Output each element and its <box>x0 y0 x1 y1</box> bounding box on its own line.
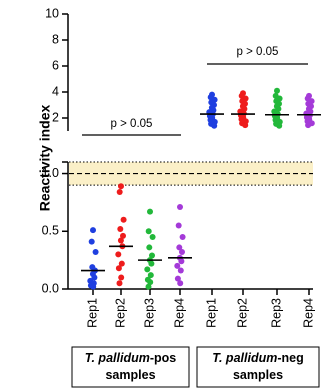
lower-tick-label: 0.0 <box>42 281 59 295</box>
lower-tick-label: 1.0 <box>42 166 59 180</box>
data-point <box>92 249 99 256</box>
data-point <box>115 251 122 258</box>
data-point <box>174 275 181 282</box>
group-label-line2: samples <box>105 368 155 382</box>
significance-label: p > 0.05 <box>111 118 153 130</box>
group-label-line2: samples <box>233 368 283 382</box>
data-point <box>242 122 249 129</box>
lower-y-axis: 0.0 0.5 1.0 <box>42 161 69 295</box>
data-point <box>146 244 153 251</box>
data-point <box>177 280 184 287</box>
data-point <box>148 260 155 267</box>
median-lines <box>81 113 321 272</box>
data-point <box>115 265 122 272</box>
data-point <box>145 283 152 290</box>
data-point <box>177 204 183 211</box>
x-tick-label: Rep2 <box>113 298 127 328</box>
data-point <box>118 274 125 281</box>
data-point <box>147 272 154 279</box>
group-box <box>71 346 190 388</box>
x-tick-label: Rep2 <box>235 298 249 328</box>
x-tick-label: Rep1 <box>85 298 99 328</box>
data-point <box>179 249 185 256</box>
data-point <box>118 183 124 190</box>
data-point <box>144 266 151 273</box>
data-point <box>90 283 97 290</box>
data-point <box>118 260 125 267</box>
data-point <box>88 238 95 245</box>
upper-tick-label: 6 <box>52 58 59 72</box>
data-point <box>120 216 127 223</box>
data-point <box>147 279 154 286</box>
upper-tick-label: 2 <box>52 110 59 124</box>
group-label-line1: T. pallidum-pos <box>85 351 176 365</box>
equivocal-zone <box>69 161 313 186</box>
group-label-suffix: -neg <box>277 351 303 365</box>
upper-tick-label: 4 <box>52 84 59 98</box>
data-point <box>149 252 155 259</box>
data-point <box>91 274 98 281</box>
data-point <box>149 234 156 241</box>
data-point <box>276 122 283 129</box>
data-point <box>117 225 124 232</box>
x-tick-label: Rep4 <box>301 298 315 328</box>
data-point <box>116 280 123 287</box>
data-point <box>176 244 183 251</box>
group-box <box>196 346 320 388</box>
x-tick-label: Rep3 <box>142 298 156 328</box>
group-label-line1: T. pallidum-neg <box>212 351 303 365</box>
x-tick-label: Rep3 <box>269 298 283 328</box>
upper-tick-label: 8 <box>52 32 59 46</box>
data-point <box>117 237 124 244</box>
upper-tick-label: 10 <box>45 6 59 20</box>
data-point <box>274 87 280 94</box>
data-point <box>116 189 123 196</box>
data-point <box>178 258 185 265</box>
group-label-species: T. pallidum <box>85 351 150 365</box>
data-point <box>175 222 182 229</box>
upper-y-axis: 2 4 6 8 10 <box>45 6 69 131</box>
data-point <box>174 262 181 269</box>
data-point <box>90 227 96 234</box>
x-axis: Rep1 Rep2 Rep3 Rep4 Rep1 Rep2 Rep3 Rep4 <box>68 288 315 328</box>
data-points <box>87 87 315 290</box>
data-point <box>305 122 312 129</box>
significance-label: p > 0.05 <box>237 46 279 58</box>
x-tick-label: Rep1 <box>204 298 218 328</box>
data-point <box>179 234 186 241</box>
data-point <box>177 267 184 274</box>
group-label-species: T. pallidum <box>212 351 277 365</box>
data-point <box>145 228 152 235</box>
data-point <box>211 122 218 129</box>
x-tick-label: Rep4 <box>172 298 186 328</box>
y-axis-title: Reactivity index <box>37 104 53 211</box>
group-label-suffix: -pos <box>150 351 176 365</box>
data-point <box>120 232 126 239</box>
significance-annotations: p > 0.05 p > 0.05 <box>82 46 308 136</box>
data-point <box>147 208 153 215</box>
lower-tick-label: 0.5 <box>42 224 59 238</box>
